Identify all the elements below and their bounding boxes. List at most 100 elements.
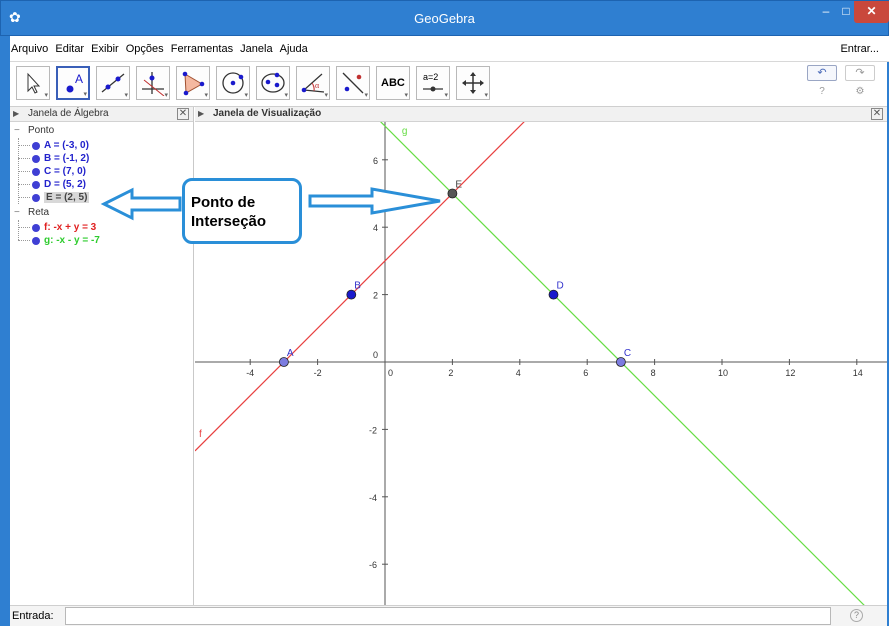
polygon-tool-button[interactable]: ▾ <box>176 66 210 100</box>
slider-tool-button[interactable]: a=2 ▾ <box>416 66 450 100</box>
x-tick-label: 8 <box>651 368 656 378</box>
menu-janela[interactable]: Janela <box>240 43 273 55</box>
slider-icon <box>423 86 443 92</box>
text-tool-label: ABC <box>381 77 405 89</box>
y-tick-label: 2 <box>373 291 378 301</box>
menu-exibir[interactable]: Exibir <box>91 43 119 55</box>
menu-editar[interactable]: Editar <box>55 43 85 55</box>
algebra-item-g[interactable]: g: -x - y = -7 <box>18 235 100 246</box>
x-tick-label: 2 <box>448 368 453 378</box>
y-tick-label: -2 <box>369 425 377 435</box>
menu-opcoes[interactable]: Opções <box>125 43 164 55</box>
algebra-item-d[interactable]: D = (5, 2) <box>18 179 86 190</box>
perpendicular-icon <box>142 72 165 96</box>
minimize-button[interactable]: – <box>822 4 830 18</box>
line-f <box>195 122 525 452</box>
menu-ferramentas[interactable]: Ferramentas <box>170 43 234 55</box>
line-dot-icon[interactable] <box>32 236 40 245</box>
geogebra-logo-icon: ✿ <box>9 9 21 25</box>
point-b <box>346 289 357 300</box>
annotation-line2: Interseção <box>191 213 267 230</box>
maximize-button[interactable]: □ <box>842 4 850 18</box>
svg-text:α: α <box>315 81 320 90</box>
reflect-tool-button[interactable]: ▾ <box>336 66 370 100</box>
move-view-arrows-icon <box>462 72 484 94</box>
title-bar: ✿ GeoGebra – □ ✕ <box>0 0 889 36</box>
collapse-minus-icon[interactable]: − <box>14 207 20 218</box>
algebra-item-f[interactable]: f: -x + y = 3 <box>18 222 96 233</box>
group-title: Ponto <box>28 125 55 136</box>
x-tick-label: 12 <box>785 368 795 378</box>
line-g-label: g <box>402 126 408 137</box>
algebra-item-a[interactable]: A = (-3, 0) <box>18 140 89 151</box>
graphics-view-title: Janela de Visualização <box>213 108 322 119</box>
point-icon: A <box>66 72 83 93</box>
line-g <box>380 122 865 605</box>
cursor-arrow-icon <box>27 72 41 94</box>
perpendicular-tool-button[interactable]: ▾ <box>136 66 170 100</box>
tree-connector <box>18 220 19 240</box>
menu-ajuda[interactable]: Ajuda <box>279 43 308 55</box>
x-tick-label: 10 <box>718 368 728 378</box>
menu-bar: Arquivo Editar Exibir Opções Ferramentas… <box>10 36 889 62</box>
close-button[interactable]: ✕ <box>854 1 889 23</box>
group-title: Reta <box>28 207 50 218</box>
x-tick-label: 0 <box>388 368 393 378</box>
line-dot-icon[interactable] <box>32 223 40 232</box>
input-help-icon[interactable]: ? <box>850 609 863 622</box>
line-tool-button[interactable]: ▾ <box>96 66 130 100</box>
redo-button[interactable]: ↷ <box>845 65 875 81</box>
text-tool-button[interactable]: ABC ▾ <box>376 66 410 100</box>
x-tick-label: 6 <box>583 368 588 378</box>
point-dot-icon[interactable] <box>32 193 40 202</box>
point-dot-icon[interactable] <box>32 180 40 189</box>
angle-tool-button[interactable]: α ▾ <box>296 66 330 100</box>
collapse-triangle-icon[interactable]: ▶ <box>198 109 205 118</box>
toolbar: ▾ A ▾ ▾ ▾ ▾ ▾ ▾ α ▾ ▾ ABC ▾ a=2 ▾ <box>10 62 887 107</box>
point-dot-icon[interactable] <box>32 141 40 150</box>
point-label: A <box>287 348 294 359</box>
point-label: B <box>354 281 361 292</box>
help-icon[interactable]: ? <box>819 86 825 97</box>
input-bar: Entrada: ? <box>10 605 887 626</box>
settings-gear-icon[interactable]: ⚙ <box>855 86 865 97</box>
line-f-label: f <box>199 429 202 440</box>
ellipse-tool-button[interactable]: ▾ <box>256 66 290 100</box>
algebra-view-header: ▶ Janela de Álgebra ✕ <box>10 107 193 122</box>
collapse-minus-icon[interactable]: − <box>14 125 20 136</box>
line-icon <box>101 73 125 93</box>
x-tick-label: 4 <box>516 368 521 378</box>
x-tick-label: -4 <box>246 368 254 378</box>
collapse-triangle-icon[interactable]: ▶ <box>13 109 20 118</box>
undo-button[interactable]: ↶ <box>807 65 837 81</box>
menu-arquivo[interactable]: Arquivo <box>11 43 49 55</box>
close-panel-icon[interactable]: ✕ <box>177 108 189 120</box>
input-label: Entrada: <box>12 610 54 622</box>
point-dot-icon[interactable] <box>32 167 40 176</box>
ellipse-icon <box>261 72 285 93</box>
y-tick-label: -6 <box>369 560 377 570</box>
move-tool-button[interactable]: ▾ <box>16 66 50 100</box>
circle-icon <box>222 72 244 94</box>
algebra-item-c[interactable]: C = (7, 0) <box>18 166 86 177</box>
point-a <box>279 357 289 367</box>
input-field[interactable] <box>65 607 831 625</box>
algebra-item-e[interactable]: E = (2, 5) <box>18 192 90 203</box>
point-tool-button[interactable]: A ▾ <box>56 66 90 100</box>
move-view-tool-button[interactable]: ▾ <box>456 66 490 100</box>
algebra-item-b[interactable]: B = (-1, 2) <box>18 153 89 164</box>
circle-tool-button[interactable]: ▾ <box>216 66 250 100</box>
window-border-left <box>0 36 10 626</box>
login-link[interactable]: Entrar... <box>840 43 879 55</box>
svg-text:A: A <box>75 72 83 86</box>
window-title: GeoGebra <box>414 11 475 26</box>
point-dot-icon[interactable] <box>32 154 40 163</box>
reflect-icon <box>342 72 364 94</box>
annotation-text: Ponto de Interseção <box>191 193 266 231</box>
y-tick-label: -4 <box>369 493 377 503</box>
y-tick-label: 4 <box>373 223 378 233</box>
point-label: D <box>557 281 564 292</box>
close-panel-icon[interactable]: ✕ <box>871 108 883 120</box>
point-d <box>548 289 559 300</box>
point-e <box>447 188 458 199</box>
